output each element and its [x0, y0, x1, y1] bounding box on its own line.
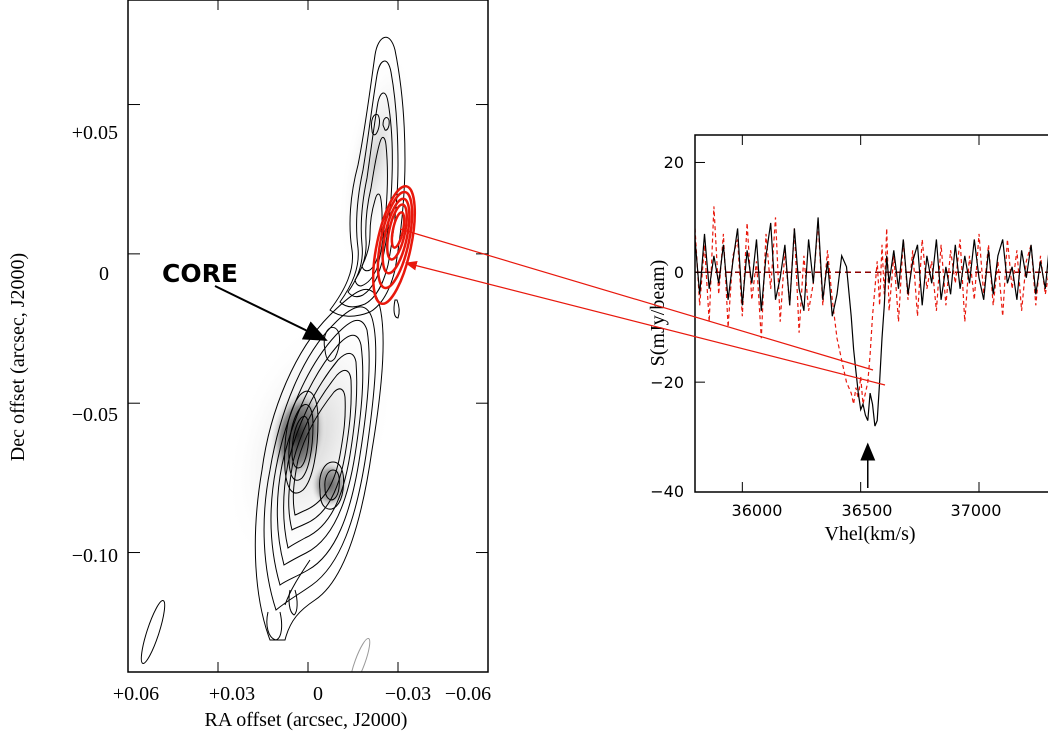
spec-ytick-2: 0	[674, 263, 684, 282]
connector-lines	[399, 228, 886, 386]
continuum-emission	[140, 37, 417, 672]
spec-xtick-2: 36500	[842, 501, 893, 520]
spec-xaxis-label: Vhel(km/s)	[824, 523, 915, 545]
beam-ellipse-gray	[349, 637, 371, 672]
ytick-label-3: −0.05	[72, 404, 118, 426]
ytick-label-4: −0.10	[72, 545, 118, 567]
series-solid	[695, 217, 1048, 427]
xtick-label-3: 0	[313, 683, 323, 705]
absorption-contours	[371, 184, 417, 306]
series-dashed	[695, 206, 1048, 405]
spec-ytick-1: 20	[664, 153, 684, 172]
image-ticks	[127, 0, 489, 672]
xtick-label-5: −0.06	[445, 683, 491, 705]
spec-ytick-3: −20	[650, 373, 684, 392]
connector-arrow-2	[404, 261, 886, 386]
core-arrow	[214, 285, 328, 341]
spectrum-panel: 20 0 −20 −40 36000 36500 37000 Vhel(km/s…	[647, 134, 1048, 545]
ytick-label-1: +0.05	[72, 122, 118, 144]
xtick-label-2: +0.03	[209, 683, 255, 705]
connector-line-1	[399, 228, 874, 371]
ytick-label-2: 0	[99, 263, 109, 285]
xtick-label-4: −0.03	[385, 683, 431, 705]
spectrum-ticks	[695, 135, 980, 493]
spectrum-frame	[694, 134, 1048, 493]
core-annotation: CORE	[162, 259, 238, 288]
spec-xtick-1: 36000	[732, 501, 783, 520]
spec-yaxis-label: S(mJy/beam)	[647, 260, 669, 367]
beam-ellipse	[140, 600, 166, 664]
continuum-contours	[254, 37, 406, 641]
xtick-label-1: +0.06	[113, 683, 159, 705]
spec-ytick-4: −40	[650, 482, 684, 501]
image-panel: +0.05 0 −0.05 −0.10 +0.06 +0.03 0 −0.03 …	[7, 0, 491, 731]
yaxis-label: Dec offset (arcsec, J2000)	[7, 253, 29, 461]
spec-xtick-3: 37000	[951, 501, 1002, 520]
xaxis-label: RA offset (arcsec, J2000)	[205, 709, 408, 731]
